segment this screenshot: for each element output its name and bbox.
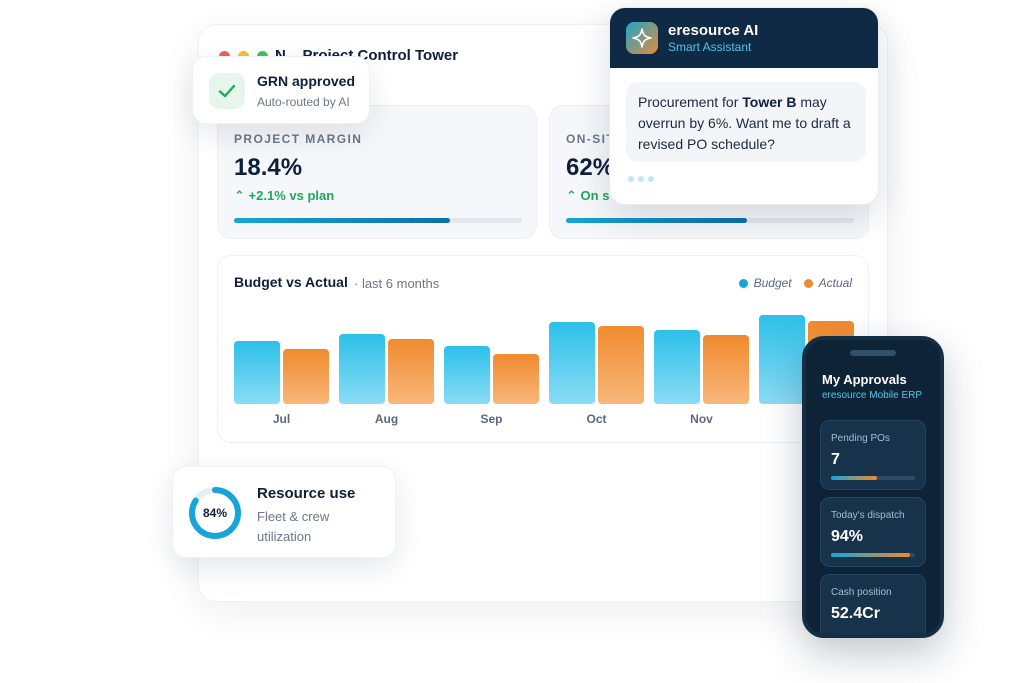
tile-pending-pos[interactable]: Pending POs 7 [820, 420, 926, 490]
message-suffix: may overrun by 6%. Want me to draft a re… [638, 94, 851, 152]
chart-plot: Jul Aug Sep Oct Nov [234, 315, 854, 426]
budget-vs-actual-chart: Budget vs Actual · last 6 months Budget … [217, 255, 869, 443]
x-tick-label: Aug [375, 412, 398, 426]
mobile-phone-mockup: My Approvals eresource Mobile ERP Pendin… [802, 336, 944, 638]
kpi-progress-fill [566, 218, 748, 223]
legend-item-actual: Actual [803, 276, 852, 290]
donut-fill [189, 487, 241, 539]
toast-title: GRN approved [257, 73, 356, 89]
legend-label: Budget [753, 276, 792, 290]
toast-subtitle: Auto-routed by AI [257, 95, 350, 109]
typing-dot [628, 176, 634, 182]
tile-label: Cash position [831, 587, 892, 598]
grn-approved-toast[interactable]: GRN approved Auto-routed by AI [192, 56, 370, 124]
tile-progress-fill [831, 476, 878, 480]
message-highlight: Tower B [742, 94, 797, 110]
tile-value: 52.4Cr [831, 605, 880, 622]
bar-budget-oct[interactable] [549, 322, 595, 404]
message-prefix: Procurement for [638, 94, 743, 110]
chart-legend: Budget Actual [738, 276, 852, 290]
bar-actual-sep[interactable] [493, 354, 539, 404]
typing-indicator [628, 176, 654, 182]
kpi-label: ON-SIT [566, 132, 616, 146]
resource-subtitle: Fleet & crew utilization [257, 509, 330, 544]
check-badge [209, 73, 245, 109]
phone-notch [850, 350, 896, 356]
assistant-avatar [626, 22, 658, 54]
bar-budget-jul[interactable] [234, 341, 280, 404]
tile-progress-bar [831, 476, 915, 480]
assistant-message-bubble: Procurement for Tower B may overrun by 6… [626, 82, 866, 162]
typing-dot [648, 176, 654, 182]
kpi-delta: ⌃ +2.1% vs plan [234, 188, 334, 204]
legend-swatch [738, 278, 748, 288]
arrow-up-icon: ⌃ [566, 188, 577, 203]
bar-actual-jul[interactable] [283, 349, 329, 404]
kpi-delta: ⌃ On s [566, 188, 609, 204]
assistant-role: Smart Assistant [668, 40, 752, 54]
sparkle-icon [632, 28, 652, 48]
tile-todays-dispatch[interactable]: Today's dispatch 94% [820, 497, 926, 567]
bar-actual-aug[interactable] [388, 339, 434, 404]
bar-budget-dec[interactable] [759, 315, 805, 404]
tile-label: Today's dispatch [831, 510, 905, 521]
check-icon [218, 84, 236, 98]
chart-subtitle: · last 6 months [354, 276, 440, 291]
tile-label: Pending POs [831, 433, 890, 444]
ai-assistant-card[interactable]: eresource AI Smart Assistant Procurement… [609, 7, 879, 205]
x-tick-label: Jul [273, 412, 290, 426]
tile-value: 94% [831, 528, 864, 545]
bar-actual-nov[interactable] [703, 335, 749, 404]
legend-swatch [803, 278, 813, 288]
kpi-value: 18.4% [234, 154, 303, 181]
phone-subtitle: eresource Mobile ERP [822, 390, 923, 401]
x-tick-label: Nov [690, 412, 713, 426]
chart-title: Budget vs Actual [234, 274, 348, 290]
kpi-delta-text: On s [580, 188, 610, 203]
assistant-name: eresource AI [668, 22, 759, 39]
kpi-progress-bar [566, 218, 854, 223]
kpi-card-project-margin[interactable]: PROJECT MARGIN 18.4% ⌃ +2.1% vs plan [217, 105, 537, 239]
legend-label: Actual [818, 276, 852, 290]
tile-progress-bar [831, 553, 915, 557]
typing-dot [638, 176, 644, 182]
kpi-delta-text: +2.1% vs plan [248, 188, 335, 203]
kpi-progress-bar [234, 218, 522, 223]
tile-progress-fill [831, 553, 910, 557]
kpi-label: PROJECT MARGIN [234, 132, 363, 146]
resource-donut-chart [189, 487, 241, 539]
assistant-header: eresource AI Smart Assistant [610, 8, 878, 68]
bar-budget-nov[interactable] [654, 330, 700, 404]
kpi-progress-fill [234, 218, 450, 223]
x-tick-label: Oct [586, 412, 606, 426]
phone-title: My Approvals [822, 372, 907, 387]
kpi-value: 62% [566, 154, 615, 181]
legend-item-budget: Budget [738, 276, 792, 290]
donut-value: 84% [202, 506, 228, 520]
arrow-up-icon: ⌃ [234, 188, 245, 203]
tile-value: 7 [831, 451, 840, 468]
bar-budget-aug[interactable] [339, 334, 385, 404]
x-tick-label: Sep [480, 412, 502, 426]
resource-use-card[interactable]: 84% Resource use Fleet & crew utilizatio… [172, 466, 396, 558]
tile-cash-position[interactable]: Cash position 52.4Cr [820, 574, 926, 634]
bar-budget-sep[interactable] [444, 346, 490, 404]
assistant-message: Procurement for Tower B may overrun by 6… [638, 92, 858, 155]
bar-actual-oct[interactable] [598, 326, 644, 404]
resource-title: Resource use [257, 485, 356, 502]
